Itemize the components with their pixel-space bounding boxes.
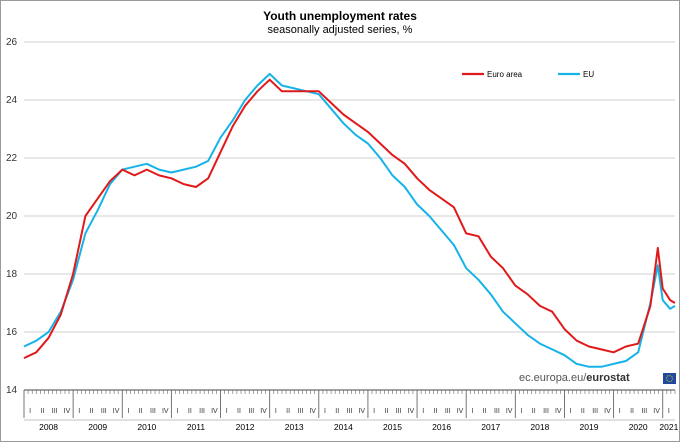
quarter-label: II (90, 408, 94, 415)
eu-flag-icon (663, 373, 676, 384)
quarter-label: IV (358, 408, 365, 415)
y-tick-label: 24 (6, 95, 18, 106)
eurostat-credit: ec.europa.eu/eurostat (519, 372, 630, 384)
quarter-label: I (570, 408, 572, 415)
quarter-label: III (543, 408, 549, 415)
year-label: 2016 (432, 422, 451, 432)
quarter-label: II (630, 408, 634, 415)
quarter-label: III (641, 408, 647, 415)
quarter-label: I (127, 408, 129, 415)
quarter-label: IV (555, 408, 562, 415)
chart-title: Youth unemployment rates (263, 9, 417, 23)
quarter-label: IV (653, 408, 660, 415)
quarter-label: II (286, 408, 290, 415)
quarter-label: II (335, 408, 339, 415)
year-label: 2019 (580, 422, 599, 432)
quarter-label: III (494, 408, 500, 415)
year-label: 2013 (285, 422, 304, 432)
series-lines (23, 72, 676, 368)
quarter-label: I (373, 408, 375, 415)
quarter-label: IV (309, 408, 316, 415)
year-label: 2020 (629, 422, 648, 432)
quarter-label: II (237, 408, 241, 415)
year-label: 2018 (530, 422, 549, 432)
quarter-label: III (248, 408, 254, 415)
chart-subtitle: seasonally adjusted series, % (267, 24, 413, 36)
quarter-label: I (619, 408, 621, 415)
quarter-label: IV (211, 408, 218, 415)
quarter-label: IV (604, 408, 611, 415)
quarter-label: II (188, 408, 192, 415)
quarter-label: III (297, 408, 303, 415)
year-label: 2010 (137, 422, 156, 432)
quarter-label: II (434, 408, 438, 415)
quarter-label: I (78, 408, 80, 415)
quarter-label: III (396, 408, 402, 415)
quarter-label: II (532, 408, 536, 415)
y-tick-label: 18 (6, 269, 18, 280)
quarter-label: II (40, 408, 44, 415)
quarter-label: IV (506, 408, 513, 415)
quarter-label: I (668, 408, 670, 415)
eu-line (23, 72, 676, 368)
quarter-label: III (445, 408, 451, 415)
quarter-label: I (177, 408, 179, 415)
y-tick-label: 20 (6, 211, 18, 222)
quarter-label: IV (162, 408, 169, 415)
quarter-label: II (581, 408, 585, 415)
quarter-label: I (324, 408, 326, 415)
year-label: 2008 (39, 422, 58, 432)
quarter-label: II (139, 408, 143, 415)
quarter-label: I (471, 408, 473, 415)
euro-area-line (23, 78, 676, 360)
y-tick-label: 22 (6, 153, 18, 164)
quarter-label: III (199, 408, 205, 415)
quarter-label: III (592, 408, 598, 415)
legend: Euro area EU (462, 70, 594, 79)
quarter-label: IV (408, 408, 415, 415)
y-tick-label: 16 (6, 327, 18, 338)
year-label: 2015 (383, 422, 402, 432)
y-tick-label: 14 (6, 385, 18, 396)
quarter-label: I (422, 408, 424, 415)
quarter-label: I (29, 408, 31, 415)
quarter-label: III (347, 408, 353, 415)
quarter-label: III (150, 408, 156, 415)
quarter-label: II (483, 408, 487, 415)
y-tick-label: 26 (6, 37, 18, 48)
quarter-label: IV (113, 408, 120, 415)
quarter-label: IV (64, 408, 71, 415)
quarter-label: III (52, 408, 58, 415)
quarter-label: III (101, 408, 107, 415)
year-label: 2011 (187, 422, 206, 432)
legend-label: Euro area (487, 70, 523, 79)
quarter-label: IV (457, 408, 464, 415)
year-label: 2014 (334, 422, 353, 432)
quarter-label: IV (260, 408, 267, 415)
y-axis: 14 16 18 20 22 24 26 (6, 37, 18, 396)
legend-label: EU (583, 70, 594, 79)
gridlines (24, 41, 675, 391)
quarter-label: I (226, 408, 228, 415)
quarter-label: II (384, 408, 388, 415)
year-label: 2009 (88, 422, 107, 432)
year-label: 2012 (236, 422, 255, 432)
credit-prefix: ec.europa.eu/ (519, 372, 587, 384)
year-label: 2021 (659, 422, 678, 432)
credit-brand: eurostat (586, 372, 630, 384)
quarter-label: I (520, 408, 522, 415)
year-label: 2017 (481, 422, 500, 432)
quarter-label: I (275, 408, 277, 415)
